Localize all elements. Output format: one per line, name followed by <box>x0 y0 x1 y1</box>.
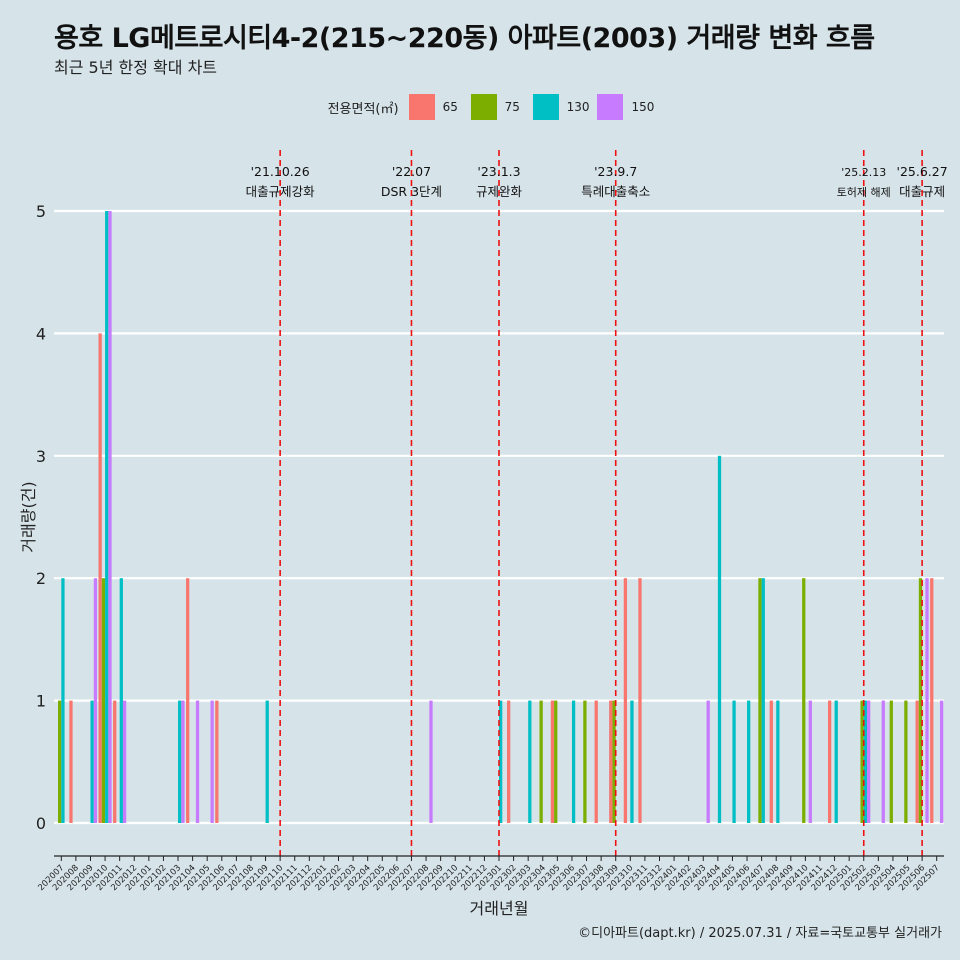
bar-65-202308 <box>594 700 598 823</box>
bar-65-202106 <box>215 700 219 823</box>
bar-150-202503 <box>881 700 885 823</box>
bar-65-202011 <box>113 700 117 823</box>
bar-75-202007 <box>58 700 62 823</box>
bar-150-202502 <box>867 700 871 823</box>
bar-130-202310 <box>630 700 634 823</box>
legend: 전용면적(㎡) 65 75 130 150 <box>0 92 960 122</box>
bar-65-202309 <box>609 700 613 823</box>
legend-item-65: 65 <box>408 94 463 120</box>
bar-65-202010 <box>98 333 102 823</box>
bar-75-202307 <box>583 700 587 823</box>
bar-65-202311 <box>638 578 642 823</box>
event-label-202502: 토허제 해제 <box>837 185 891 199</box>
legend-swatch-130 <box>532 94 559 120</box>
bar-130-202306 <box>571 700 576 823</box>
bar-75-202304 <box>539 700 543 823</box>
y-tick-label: 3 <box>36 447 46 466</box>
legend-item-75: 75 <box>470 94 525 120</box>
bar-150-202010 <box>108 211 112 823</box>
event-date-202309: '23.9.7 <box>594 164 637 179</box>
event-label-202309: 특례대출축소 <box>581 184 650 199</box>
y-tick-label: 4 <box>36 324 46 343</box>
bar-150-202507 <box>939 700 944 823</box>
bar-65-202408 <box>769 700 773 823</box>
legend-swatch-65 <box>408 94 435 120</box>
bar-65-202310 <box>623 578 628 823</box>
y-tick-label: 5 <box>36 202 46 221</box>
event-label-202110: 대출규제강화 <box>246 184 316 199</box>
legend-item-130: 130 <box>532 94 590 120</box>
bar-75-202410 <box>802 578 806 823</box>
bar-150-202011 <box>122 700 127 823</box>
bar-75-202505 <box>904 700 908 823</box>
event-date-202207: '22.07 <box>392 164 431 179</box>
source-caption: ©디아파트(dapt.kr) / 2025.07.31 / 자료=국토교통부 실… <box>578 926 942 941</box>
bar-65-202507 <box>930 578 934 823</box>
bars <box>58 211 944 823</box>
legend-item-150: 150 <box>597 94 654 120</box>
bar-65-202412 <box>828 700 832 823</box>
event-date-202110: '21.10.26 <box>251 164 310 179</box>
y-tick-label: 0 <box>36 814 46 833</box>
bar-150-202009 <box>93 578 98 823</box>
bar-75-202506 <box>918 578 923 823</box>
bar-150-202105 <box>210 700 214 823</box>
legend-label-150: 150 <box>631 100 655 114</box>
bar-75-202010 <box>101 578 106 823</box>
bar-75-202305 <box>554 700 558 823</box>
bar-75-202502 <box>860 700 864 823</box>
bar-130-202301 <box>499 700 503 823</box>
bar-130-202502 <box>863 700 868 823</box>
legend-label-130: 130 <box>566 100 590 114</box>
bar-75-202309 <box>612 700 616 823</box>
bar-65-202302 <box>507 700 511 823</box>
event-date-202502: '25.2.13 <box>841 166 886 179</box>
chart-title: 용호 LG메트로시티4-2(215~220동) 아파트(2003) 거래량 변화… <box>54 23 875 54</box>
chart-subtitle: 최근 5년 한정 확대 차트 <box>54 58 218 77</box>
y-tick-label: 2 <box>36 569 46 588</box>
bar-130-202011 <box>119 578 123 823</box>
legend-label-65: 65 <box>442 100 458 114</box>
event-label-202506: 대출규제 <box>899 184 945 199</box>
bar-150-202410 <box>808 700 812 823</box>
bar-130-202412 <box>834 700 838 823</box>
bar-130-202303 <box>528 700 532 823</box>
bar-130-202109 <box>265 700 269 823</box>
event-date-202506: '25.6.27 <box>897 164 948 179</box>
bar-130-202406 <box>747 700 751 823</box>
bar-150-202104 <box>195 700 200 823</box>
bar-150-202208 <box>429 700 433 823</box>
bar-130-202404 <box>717 455 722 823</box>
bar-130-202408 <box>776 700 780 823</box>
y-tick-label: 1 <box>36 692 46 711</box>
bar-150-202103 <box>181 700 185 823</box>
bar-75-202407 <box>758 578 762 823</box>
bar-65-202008 <box>69 700 73 823</box>
x-axis-label: 거래년월 <box>470 899 529 918</box>
event-date-202301: '23.1.3 <box>477 164 520 179</box>
bar-150-202506 <box>925 578 929 823</box>
bar-130-202010 <box>105 211 109 823</box>
bar-150-202403 <box>706 700 710 823</box>
y-axis-label: 거래량(건) <box>19 481 38 552</box>
bar-65-202506 <box>915 700 919 823</box>
bar-130-202007 <box>61 578 65 823</box>
event-label-202301: 규제완화 <box>476 184 523 199</box>
event-annotations: '21.10.26 대출규제강화 '22.07 DSR 3단계 '23.1.3 규제완화 '… <box>246 150 948 856</box>
bar-130-202405 <box>732 700 736 823</box>
bar-65-202104 <box>186 578 190 823</box>
bar-130-202407 <box>761 578 765 823</box>
bar-75-202504 <box>889 700 893 823</box>
bar-65-202305 <box>550 700 555 823</box>
event-label-202207: DSR 3단계 <box>381 184 442 199</box>
legend-swatch-150 <box>597 94 624 120</box>
legend-swatch-75 <box>470 94 497 120</box>
bar-130-202103 <box>178 700 182 823</box>
bar-130-202009 <box>90 700 94 823</box>
legend-label-75: 75 <box>504 100 520 114</box>
legend-title: 전용면적(㎡) <box>327 101 399 117</box>
